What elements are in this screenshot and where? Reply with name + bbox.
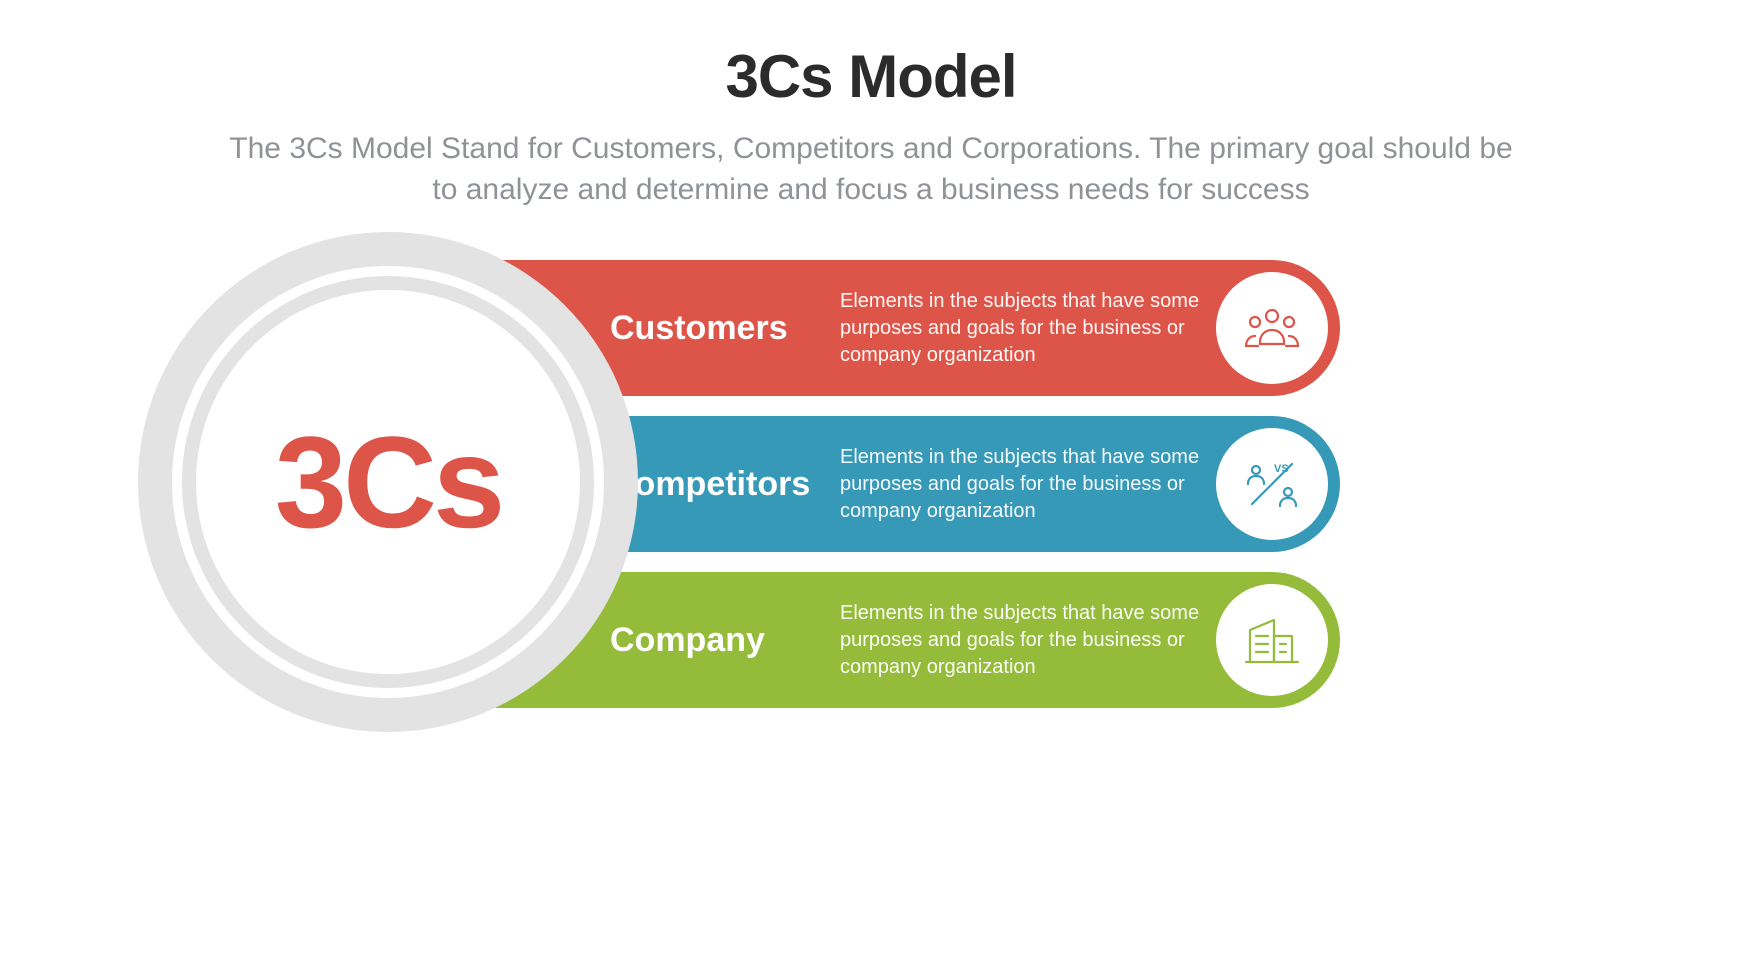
diagram: Customers Elements in the subjects that … bbox=[0, 232, 1742, 752]
people-group-icon bbox=[1240, 296, 1304, 360]
page-subtitle: The 3Cs Model Stand for Customers, Compe… bbox=[221, 129, 1521, 210]
page-title: 3Cs Model bbox=[0, 42, 1742, 111]
bar-label-competitors: Competitors bbox=[610, 465, 840, 504]
bar-desc-competitors: Elements in the subjects that have some … bbox=[840, 444, 1210, 525]
bar-label-customers: Customers bbox=[610, 309, 840, 348]
buildings-icon bbox=[1240, 608, 1304, 672]
bar-desc-customers: Elements in the subjects that have some … bbox=[840, 288, 1210, 369]
bar-desc-company: Elements in the subjects that have some … bbox=[840, 600, 1210, 681]
central-label: 3Cs bbox=[275, 407, 501, 557]
bar-icon-circle-company bbox=[1216, 584, 1328, 696]
versus-icon: VS bbox=[1240, 452, 1304, 516]
header: 3Cs Model The 3Cs Model Stand for Custom… bbox=[0, 0, 1742, 210]
bar-label-company: Company bbox=[610, 621, 840, 660]
bar-icon-circle-customers bbox=[1216, 272, 1328, 384]
svg-text:VS: VS bbox=[1274, 463, 1289, 475]
central-circle: 3Cs bbox=[138, 232, 638, 732]
bar-icon-circle-competitors: VS bbox=[1216, 428, 1328, 540]
ring-core: 3Cs bbox=[196, 290, 580, 674]
